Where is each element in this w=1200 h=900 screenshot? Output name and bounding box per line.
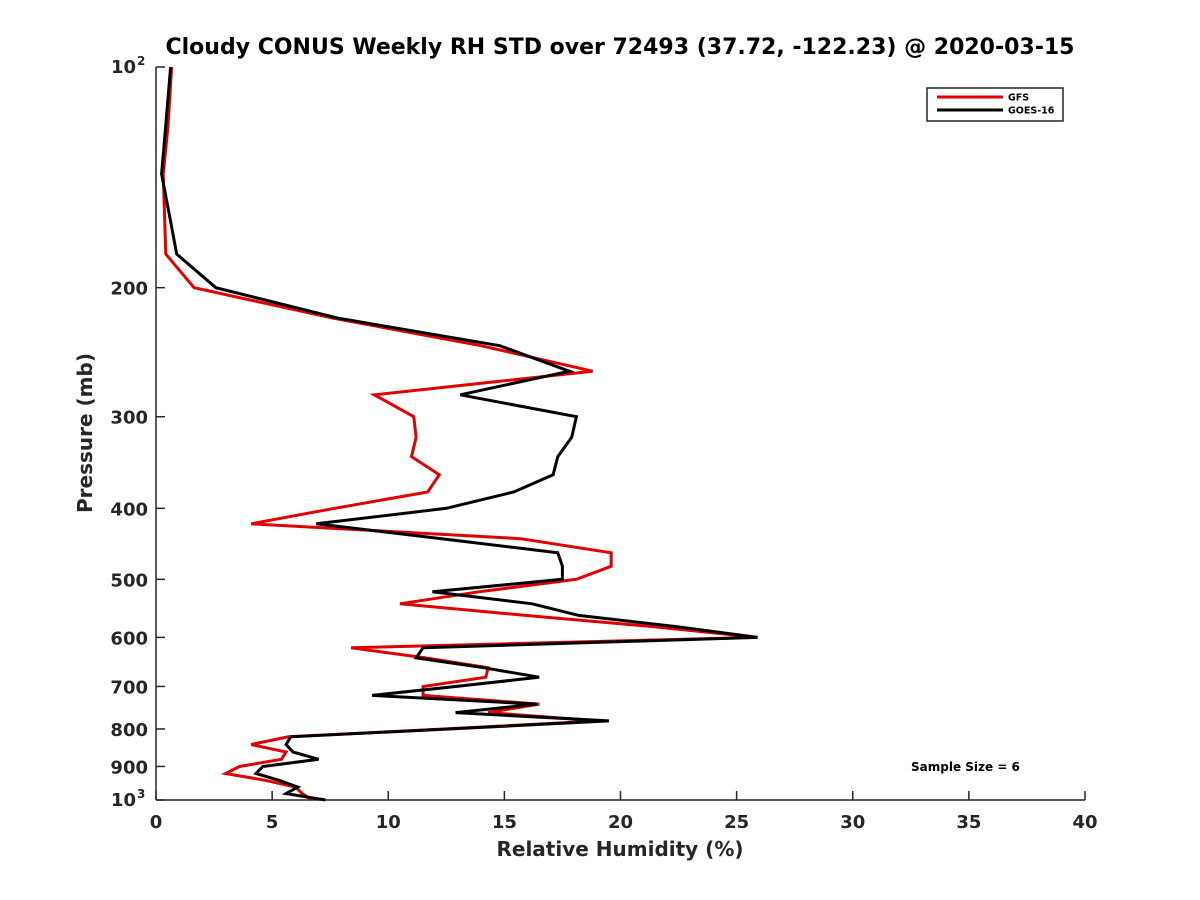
y-tick-label: 200 bbox=[110, 279, 148, 300]
y-tick-label: 500 bbox=[110, 570, 148, 591]
x-axis-label: Relative Humidity (%) bbox=[496, 837, 743, 861]
x-tick-label: 20 bbox=[608, 812, 633, 833]
y-tick-label: 700 bbox=[110, 677, 148, 698]
legend-box bbox=[926, 87, 1064, 122]
y-tick-label: 10 bbox=[111, 790, 136, 811]
y-tick-label: 10 bbox=[111, 57, 136, 78]
legend: GFS GOES-16 bbox=[926, 87, 1064, 122]
x-tick-label: 15 bbox=[492, 812, 517, 833]
x-tick-label: 35 bbox=[956, 812, 981, 833]
legend-label-goes16: GOES-16 bbox=[1008, 106, 1055, 117]
y-tick-label: 600 bbox=[110, 628, 148, 649]
sample-size-annotation: Sample Size = 6 bbox=[911, 760, 1020, 774]
y-tick-label-exponent: 3 bbox=[137, 787, 145, 801]
y-tick-label-exponent: 2 bbox=[137, 54, 145, 68]
y-tick-label: 300 bbox=[110, 408, 148, 429]
y-tick-label: 900 bbox=[110, 757, 148, 778]
x-tick-label: 5 bbox=[266, 812, 279, 833]
y-tick-label: 800 bbox=[110, 720, 148, 741]
series-line-goes-16 bbox=[160, 66, 758, 802]
series-line-gfs bbox=[161, 66, 758, 802]
y-tick-label: 400 bbox=[110, 499, 148, 520]
x-tick-label: 0 bbox=[150, 812, 163, 833]
x-tick-label: 30 bbox=[840, 812, 865, 833]
legend-label-gfs: GFS bbox=[1008, 93, 1029, 104]
x-tick-label: 10 bbox=[376, 812, 401, 833]
x-tick-label: 40 bbox=[1072, 812, 1097, 833]
x-tick-label: 25 bbox=[724, 812, 749, 833]
series-layer bbox=[160, 66, 758, 802]
chart-title: Cloudy CONUS Weekly RH STD over 72493 (3… bbox=[166, 35, 1075, 60]
y-axis-label: Pressure (mb) bbox=[73, 353, 97, 513]
